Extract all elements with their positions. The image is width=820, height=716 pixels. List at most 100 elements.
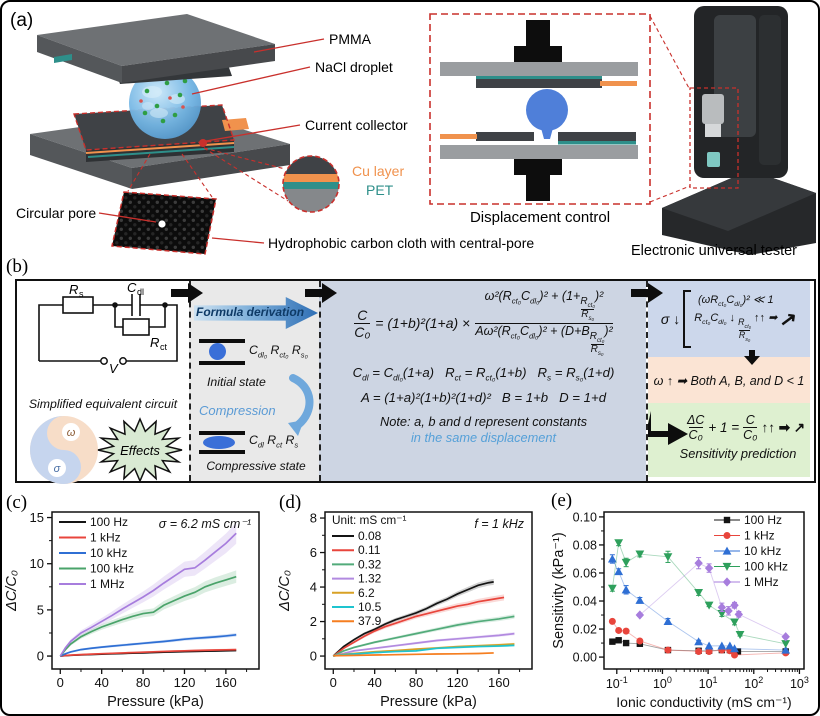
sensitivity-box: ΔC C₀ + 1 = C C₀ ↑↑ ➡ ↗ Sensitivity predic…	[648, 403, 810, 477]
panel-a-schematic: (a)	[10, 6, 816, 259]
band-0.32	[333, 614, 515, 657]
label-displacement-control: Displacement control	[470, 209, 610, 226]
svg-text:0.32: 0.32	[358, 557, 382, 571]
electrode-bar	[199, 339, 245, 343]
v-label: V	[109, 361, 119, 376]
series-37.9	[333, 652, 494, 657]
svg-text:0.08: 0.08	[358, 529, 382, 543]
c-ratio-fraction: C C₀	[743, 413, 758, 443]
label-pet: PET	[366, 182, 394, 198]
svg-text:5: 5	[37, 602, 44, 617]
svg-text:1.32: 1.32	[358, 572, 382, 586]
flow-arrow-3	[631, 283, 663, 303]
svg-text:101: 101	[699, 675, 718, 691]
svg-text:1 MHz: 1 MHz	[744, 575, 779, 589]
rs-sub: s	[79, 289, 84, 299]
eq-middle: = (1+b)²(1+a) ×	[375, 315, 471, 332]
svg-text:ΔC/C₀: ΔC/C₀	[4, 570, 20, 612]
leader-lines	[98, 38, 325, 244]
label-pmma: PMMA	[329, 31, 372, 47]
svg-text:160: 160	[488, 675, 510, 690]
eq-line2: Cdl = Cdl₀(1+a) Rct = Rct₀(1+b) Rs = Rs₀…	[352, 364, 615, 383]
panel-c-label: (c)	[6, 492, 28, 513]
svg-text:ΔC/C₀: ΔC/C₀	[277, 570, 293, 612]
sigma-symbol: σ	[54, 463, 61, 475]
rs-label: R	[69, 283, 78, 297]
flow-arrow-2	[305, 283, 337, 303]
omega-sigma-yinyang: ω σ	[30, 416, 98, 484]
rising-arrow: ↗	[778, 307, 799, 332]
svg-text:Pressure (kPa): Pressure (kPa)	[380, 694, 477, 710]
svg-text:2: 2	[310, 614, 317, 629]
displacement-inset	[429, 13, 651, 205]
label-cu-layer: Cu layer	[352, 163, 404, 179]
circuit-section: R s C dl R ct V Simplified equivalent ci…	[17, 281, 189, 484]
svg-text:103: 103	[790, 675, 809, 691]
panel-d-label: (d)	[279, 492, 302, 513]
svg-text:80: 80	[409, 675, 423, 690]
label-universal-tester: Electronic universal tester	[631, 243, 797, 259]
svg-text:Ionic conductivity (mS cm⁻¹): Ionic conductivity (mS cm⁻¹)	[616, 694, 791, 710]
series-0.08	[332, 581, 494, 657]
condition-1: (ωRct₀Cdl₀)² ≪ 1	[697, 294, 774, 309]
svg-text:Pressure (kPa): Pressure (kPa)	[107, 694, 204, 710]
series-10.5	[333, 644, 515, 657]
svg-text:160: 160	[215, 675, 237, 690]
rct-label: R	[150, 335, 159, 350]
svg-text:100 kHz: 100 kHz	[90, 562, 134, 576]
svg-text:120: 120	[174, 675, 196, 690]
svg-text:0: 0	[37, 649, 44, 664]
svg-text:0.04: 0.04	[573, 595, 597, 609]
label-nacl-droplet: NaCl droplet	[315, 59, 393, 75]
electrode-bar	[199, 431, 245, 435]
derivation-section: Formula derivation Cdl₀ Rct₀ Rs₀ Initial…	[189, 281, 319, 481]
compressive-state-label: Compressive state	[206, 459, 306, 473]
label-circular-pore: Circular pore	[16, 205, 96, 221]
eq-note-1: Note: a, b and d represent constants	[379, 413, 587, 429]
svg-text:f = 1 kHz: f = 1 kHz	[474, 517, 524, 531]
nacl-droplet	[129, 67, 201, 139]
svg-text:0: 0	[310, 649, 317, 664]
compression-label: Compression	[199, 403, 276, 418]
cdl-sub: dl	[137, 287, 144, 297]
electrode-bar	[199, 361, 245, 365]
panel-b: R s C dl R ct V Simplified equivalent ci…	[15, 279, 816, 484]
series-1 kHz	[60, 648, 237, 657]
svg-text:100: 100	[653, 675, 672, 691]
svg-text:0: 0	[330, 675, 337, 690]
svg-text:1 MHz: 1 MHz	[90, 577, 125, 591]
panel-b-label: (b)	[6, 256, 29, 277]
svg-text:102: 102	[744, 675, 763, 691]
svg-text:1 kHz: 1 kHz	[90, 531, 121, 545]
carbon-cloth	[111, 191, 217, 255]
omega-symbol: ω	[67, 427, 76, 439]
series-1.32	[333, 632, 515, 657]
rct-sub: ct	[160, 342, 168, 352]
formula-derivation-label: Formula derivation	[196, 305, 305, 319]
svg-text:10-1: 10-1	[606, 675, 628, 691]
svg-text:10: 10	[30, 556, 44, 571]
svg-text:Unit: mS cm⁻¹: Unit: mS cm⁻¹	[332, 513, 406, 527]
eq-line3: A = (1+a)²(1+b)²(1+d)² B = 1+b D = 1+d	[360, 389, 607, 405]
svg-text:10.5: 10.5	[358, 600, 382, 614]
svg-text:40: 40	[94, 675, 108, 690]
series-10 kHz	[59, 633, 237, 657]
svg-text:10 kHz: 10 kHz	[90, 546, 127, 560]
band-0.08	[333, 578, 494, 657]
central-pore	[158, 220, 166, 228]
panel-a-label: (a)	[10, 10, 33, 31]
leader-dot	[199, 139, 207, 147]
svg-text:0.11: 0.11	[358, 543, 381, 557]
series-0.32	[332, 615, 515, 657]
svg-text:0.02: 0.02	[573, 623, 597, 637]
svg-text:40: 40	[367, 675, 381, 690]
electrode-bar	[199, 450, 245, 454]
label-carbon-cloth: Hydrophobic carbon cloth with central-po…	[268, 235, 534, 251]
chart-d: 0 40 80 120 160 0 2 4 6 8 Unit: mS cm⁻¹ 0.08 0.11 0.3…	[275, 488, 548, 714]
top-pmma-plate	[37, 14, 275, 84]
down-arrow	[744, 350, 760, 365]
effects-label: Effects	[120, 443, 160, 458]
chart-d-svg: 0 40 80 120 160 0 2 4 6 8 Unit: mS cm⁻¹ 0.080.110.3…	[277, 511, 533, 710]
svg-text:6.2: 6.2	[358, 586, 375, 600]
